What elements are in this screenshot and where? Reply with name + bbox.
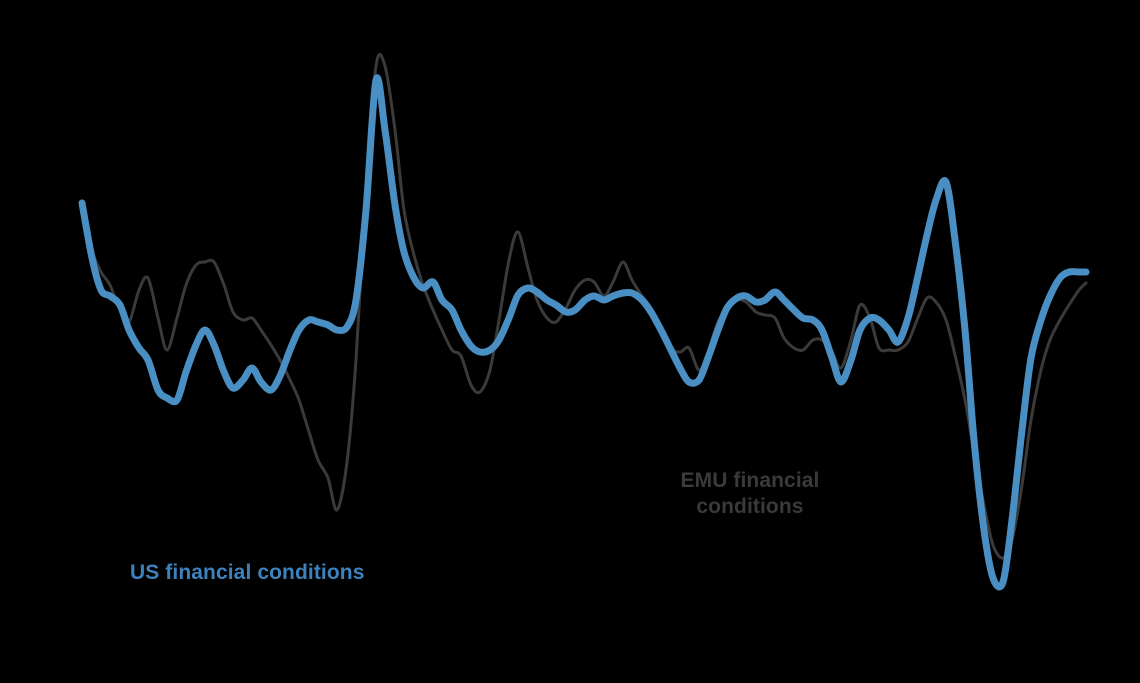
series-line-us-financial-conditions [78,74,1090,591]
series-label-us-financial-conditions: US financial conditions [130,561,365,584]
series-label-emu-financial-conditions: EMU financial conditions [680,469,820,518]
series-line-emu-financial-conditions [80,53,1088,560]
